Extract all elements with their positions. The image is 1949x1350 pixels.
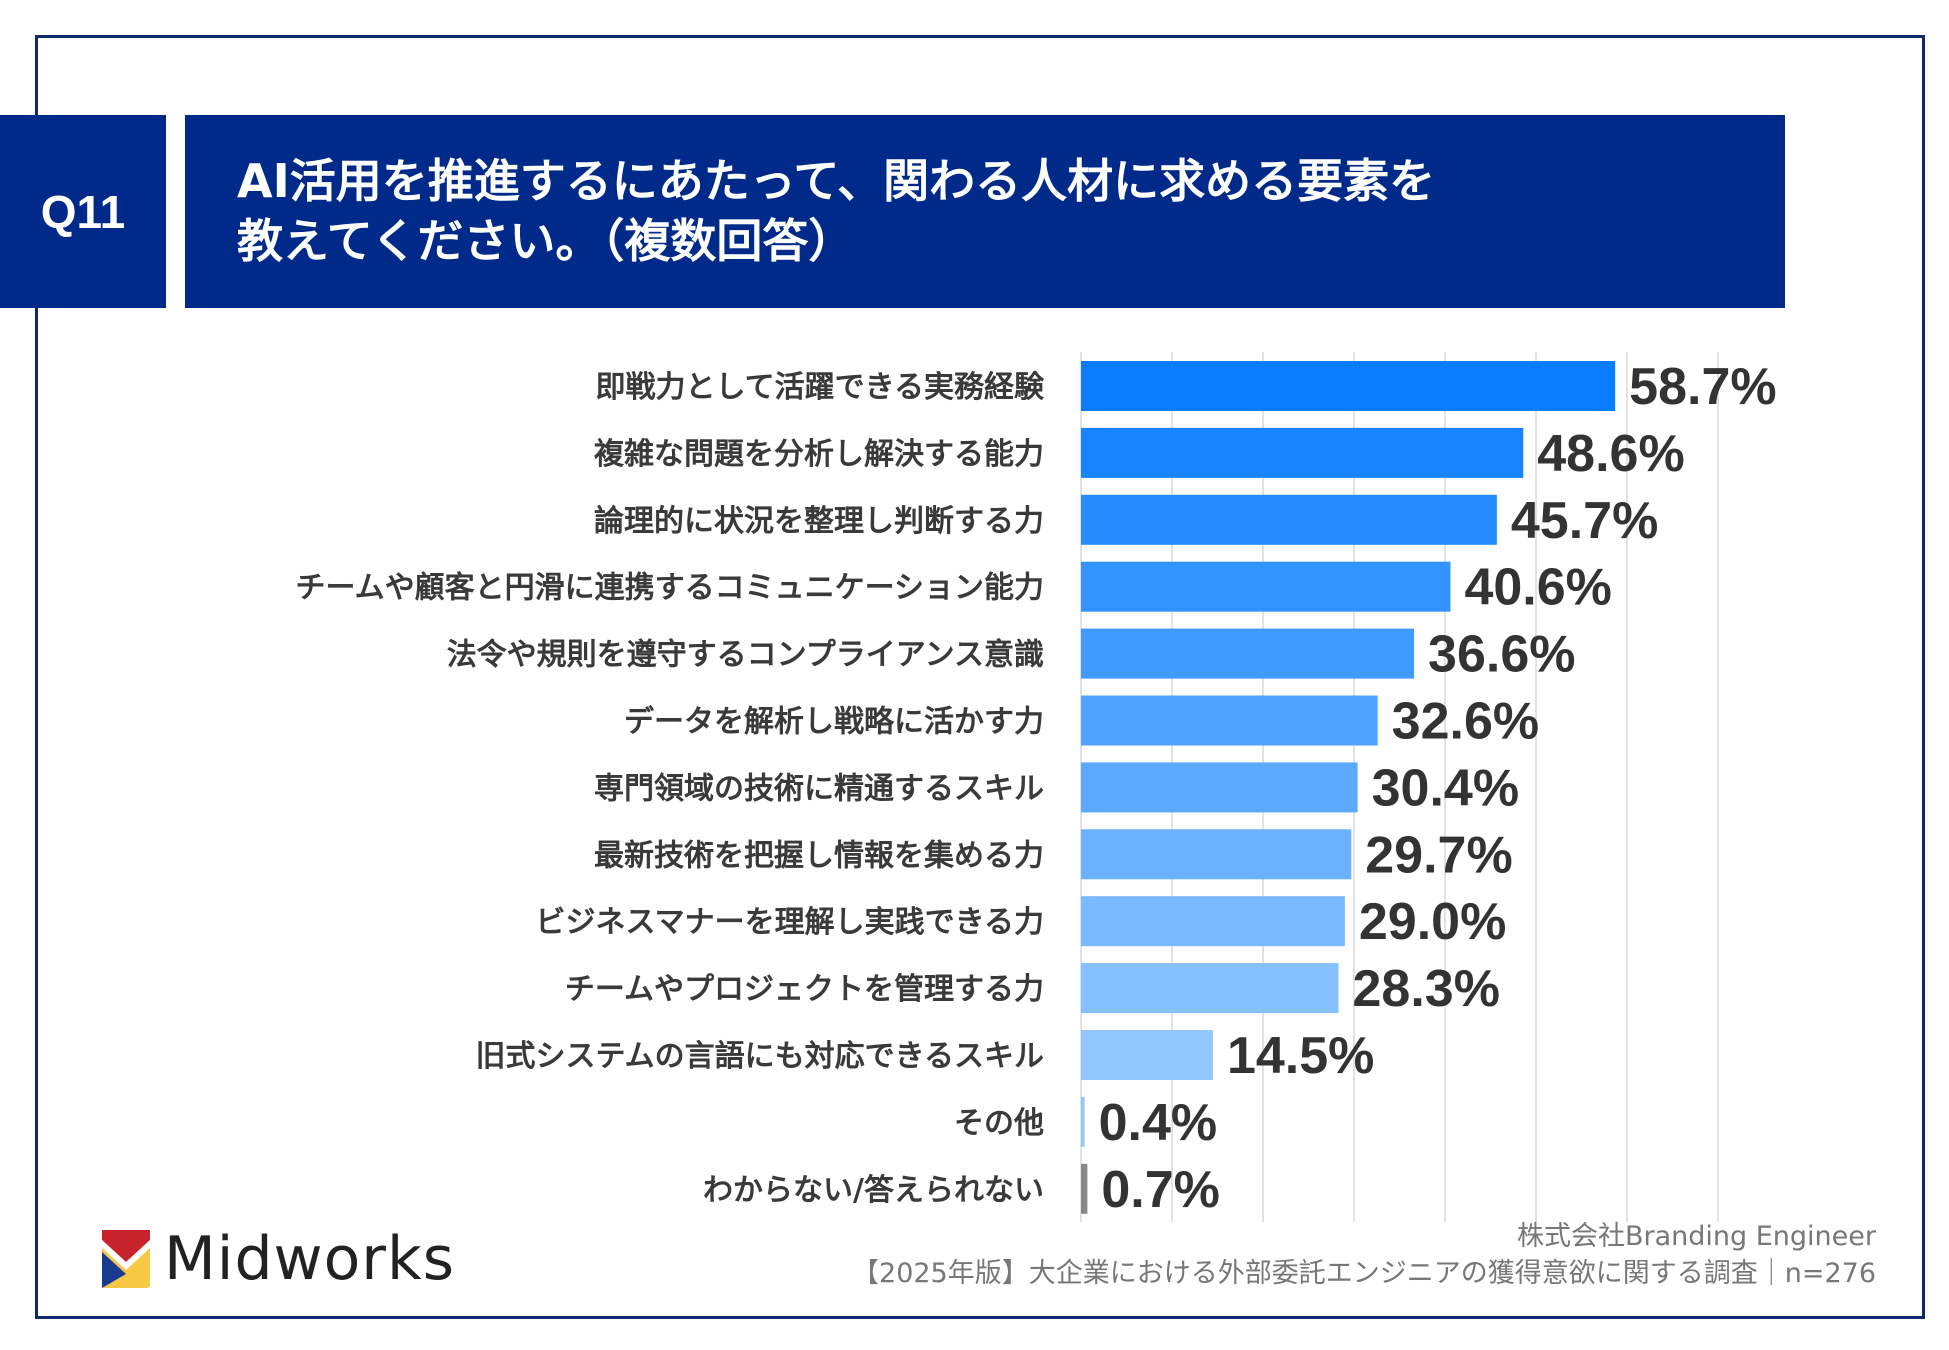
bar (1081, 361, 1616, 411)
title-line-1: AI活用を推進するにあたって、関わる人材に求める要素を (237, 154, 1436, 208)
bar (1081, 427, 1524, 478)
category-label: ビジネスマナーを理解し実践できる力 (536, 905, 1045, 940)
midworks-logo: Midworks (102, 1224, 455, 1294)
value-label: 0.7% (1101, 1161, 1220, 1219)
bar (1081, 1163, 1088, 1214)
value-label: 40.6% (1464, 559, 1611, 617)
bar (1081, 695, 1378, 746)
category-label: 法令や規則を遵守するコンプライアンス意識 (447, 638, 1044, 673)
bar (1081, 1030, 1213, 1080)
category-label: 論理的に状況を整理し判断する力 (594, 504, 1044, 539)
category-label: 即戦力として活躍できる実務経験 (596, 370, 1045, 405)
value-label: 0.4% (1099, 1094, 1218, 1152)
category-label: 最新技術を把握し情報を集める力 (594, 838, 1044, 873)
source-company: 株式会社Branding Engineer (1516, 1221, 1876, 1252)
category-label: チームや顧客と円滑に連携するコミュニケーション能力 (296, 571, 1045, 606)
category-label: 旧式システムの言語にも対応できるスキル (476, 1039, 1045, 1074)
value-label: 29.0% (1359, 893, 1506, 951)
value-label: 28.3% (1353, 960, 1500, 1018)
slide-frame (35, 35, 1925, 1319)
source-survey: 【2025年版】大企業における外部委託エンジニアの獲得意欲に関する調査｜n=27… (852, 1258, 1876, 1289)
value-label: 14.5% (1227, 1027, 1374, 1085)
title-line-2: 教えてください。（複数回答） (237, 214, 855, 268)
value-label: 58.7% (1629, 358, 1776, 416)
category-label: わからない/答えられない (703, 1173, 1044, 1208)
bar (1081, 896, 1345, 947)
category-label: チームやプロジェクトを管理する力 (565, 972, 1044, 1007)
midworks-logo-icon (102, 1230, 150, 1288)
value-label: 48.6% (1537, 425, 1684, 483)
bar (1081, 963, 1339, 1014)
logo-text: Midworks (164, 1224, 455, 1294)
category-label: 専門領域の技術に精通するスキル (594, 771, 1044, 806)
bar (1081, 1096, 1085, 1147)
bar (1081, 829, 1352, 880)
category-label: 複雑な問題を分析し解決する能力 (594, 437, 1044, 472)
value-label: 36.6% (1428, 626, 1575, 684)
bar (1081, 762, 1358, 813)
bar (1081, 494, 1497, 545)
category-label: データを解析し戦略に活かす力 (624, 705, 1044, 740)
value-label: 45.7% (1511, 492, 1658, 550)
question-title: AI活用を推進するにあたって、関わる人材に求める要素を 教えてください。（複数回… (185, 115, 1785, 308)
category-label: その他 (954, 1106, 1044, 1141)
question-number: Q11 (0, 115, 166, 308)
bar (1081, 561, 1451, 612)
bar (1081, 628, 1415, 679)
value-label: 30.4% (1372, 759, 1519, 817)
value-label: 32.6% (1392, 693, 1539, 751)
value-label: 29.7% (1365, 826, 1512, 884)
